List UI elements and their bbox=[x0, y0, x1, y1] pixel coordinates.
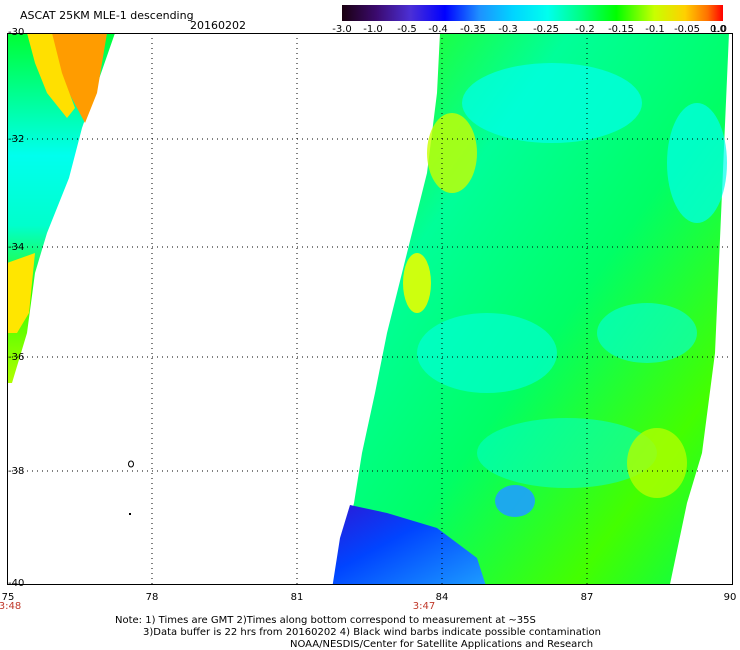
left-swath-orange-patch bbox=[47, 33, 107, 123]
colorbar-label: -0.05 bbox=[674, 24, 700, 35]
lon-label: 81 bbox=[290, 592, 304, 603]
lat-label: -36 bbox=[8, 352, 25, 363]
colorbar bbox=[342, 5, 723, 21]
colorbar-label: -3.0 bbox=[332, 24, 352, 35]
colorbar-label: -0.4 bbox=[428, 24, 448, 35]
lat-label: -40 bbox=[8, 578, 25, 589]
colorbar-label: -0.3 bbox=[498, 24, 518, 35]
lon-label: 84 bbox=[435, 592, 449, 603]
colorbar-label: -0.15 bbox=[608, 24, 634, 35]
colorbar-label: -1.0 bbox=[363, 24, 383, 35]
time-label: 3:47 bbox=[412, 601, 436, 612]
lat-label: -30 bbox=[8, 27, 25, 38]
map-title: ASCAT 25KM MLE-1 descending bbox=[20, 9, 194, 22]
colorbar-label: -0.35 bbox=[460, 24, 486, 35]
grid bbox=[7, 33, 733, 585]
island bbox=[129, 513, 131, 515]
island bbox=[128, 460, 134, 468]
note-line: Note: 1) Times are GMT 2)Times along bot… bbox=[115, 615, 536, 626]
cyan-patch bbox=[667, 103, 727, 223]
lon-label: 87 bbox=[580, 592, 594, 603]
colorbar-label: -0.1 bbox=[645, 24, 665, 35]
lat-label: -32 bbox=[8, 134, 25, 145]
cyan-patch bbox=[597, 303, 697, 363]
lon-label: 90 bbox=[723, 592, 737, 603]
lat-label: -38 bbox=[8, 466, 25, 477]
yellow-patch bbox=[403, 253, 431, 313]
map-frame bbox=[7, 33, 733, 585]
yellow-patch bbox=[627, 428, 687, 498]
colorbar-label: -0.25 bbox=[533, 24, 559, 35]
note-line: NOAA/NESDIS/Center for Satellite Applica… bbox=[290, 639, 594, 650]
colorbar-label: -0.5 bbox=[397, 24, 417, 35]
cyan-patch bbox=[462, 63, 642, 143]
time-label: 3:48 bbox=[0, 601, 22, 612]
colorbar-label-max: 1.0 bbox=[711, 24, 727, 35]
left-swath bbox=[7, 33, 115, 383]
map-date: 20160202 bbox=[190, 19, 246, 32]
lat-label: -34 bbox=[8, 242, 25, 253]
wind-map bbox=[7, 33, 733, 585]
left-swath-yellow-edge bbox=[27, 33, 75, 118]
blue-patch bbox=[495, 485, 535, 517]
blue-region bbox=[332, 505, 486, 585]
note-line: 3)Data buffer is 22 hrs from 20160202 4)… bbox=[143, 627, 601, 638]
yellow-patch bbox=[427, 113, 477, 193]
colorbar-label: 0.0 bbox=[710, 24, 726, 35]
cyan-patch bbox=[417, 313, 557, 393]
colorbar-label: -0.2 bbox=[575, 24, 595, 35]
left-swath-yellow-lower bbox=[7, 253, 35, 333]
lon-label: 78 bbox=[145, 592, 159, 603]
lon-label: 75 bbox=[1, 592, 15, 603]
colorbar-labels: -3.0 -1.0 -0.5 -0.4 -0.35 -0.3 -0.25 -0.… bbox=[330, 24, 740, 38]
